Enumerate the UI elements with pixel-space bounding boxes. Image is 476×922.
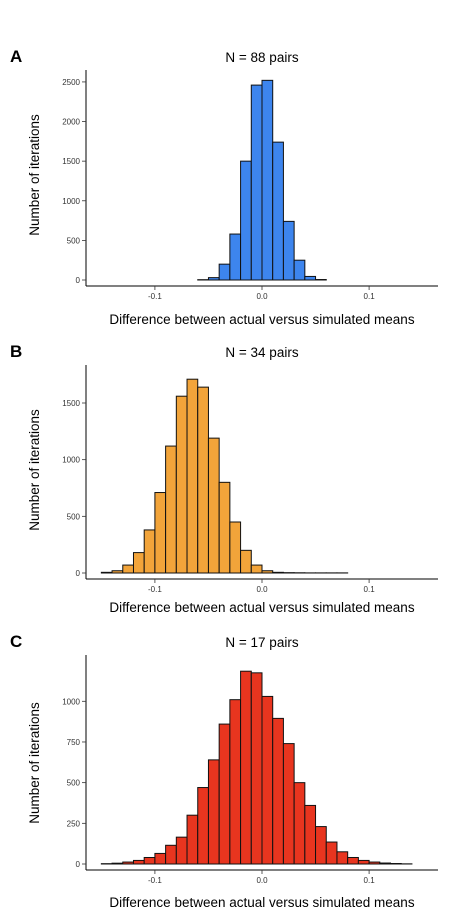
y-tick-label: 750	[67, 738, 81, 747]
histogram-bar	[315, 826, 327, 865]
x-tick-label: -0.1	[148, 876, 162, 885]
histogram-bar	[218, 723, 231, 865]
histogram-bar	[379, 862, 392, 865]
bars	[100, 670, 413, 865]
x-tick-label: -0.1	[148, 292, 162, 301]
x-tick-label: 0.1	[364, 876, 376, 885]
y-tick-label: 500	[67, 512, 81, 521]
y-tick-label: 2000	[62, 118, 80, 127]
y-tick-label: 1500	[62, 399, 80, 408]
histogram-bar	[132, 552, 145, 574]
histogram-bar	[186, 378, 199, 574]
histogram-bar	[154, 492, 167, 574]
histogram-bar	[111, 570, 124, 574]
histogram-bar	[293, 782, 306, 865]
histogram-bar	[165, 844, 177, 865]
y-axis-label: Number of iterations	[27, 409, 42, 531]
histogram-bar	[143, 529, 156, 574]
histogram-bar	[261, 570, 274, 574]
axes: 0 250 500 750 1000 -0.1 0.0 0.1	[62, 655, 438, 885]
histogram-bar	[250, 84, 263, 281]
histogram-bar	[229, 521, 242, 574]
chart-title: N = 34 pairs	[225, 345, 298, 360]
panel-letter: B	[10, 342, 22, 361]
histogram-bar	[229, 233, 242, 281]
histogram-bar	[272, 571, 284, 574]
histogram-bar	[368, 861, 381, 865]
histogram-bar	[272, 141, 284, 281]
histogram-panel-a: A N = 88 pairs Number of iterations Diff…	[10, 47, 438, 327]
y-tick-label: 500	[67, 779, 81, 788]
histogram-bar	[357, 859, 370, 865]
x-tick-label: 0.0	[256, 876, 268, 885]
y-tick-label: 1000	[62, 456, 80, 465]
y-tick-label: 2500	[62, 78, 80, 87]
histogram-bar	[111, 862, 124, 865]
histogram-bar	[207, 437, 220, 574]
histogram-bar	[218, 481, 231, 574]
histogram-bar	[261, 695, 274, 865]
histogram-bar	[250, 564, 263, 574]
histogram-bar	[347, 856, 359, 865]
histogram-bar	[282, 220, 295, 281]
histogram-bar	[250, 672, 263, 865]
histogram-bar	[175, 395, 188, 574]
histogram-bar	[336, 851, 349, 865]
bars	[100, 378, 349, 574]
histogram-bar	[293, 259, 306, 281]
histogram-bar	[218, 263, 231, 281]
histogram-bar	[132, 859, 145, 865]
axes: 0 500 1000 1500 -0.1 0.0 0.1	[62, 365, 438, 594]
y-tick-label: 1000	[62, 197, 80, 206]
chart-title: N = 88 pairs	[225, 50, 298, 65]
chart-title: N = 17 pairs	[225, 635, 298, 650]
axes: 0 500 1000 1500 2000 2500 -0.1 0.0 0.1	[62, 70, 438, 301]
x-axis-label: Difference between actual versus simulat…	[109, 895, 414, 910]
y-tick-label: 1000	[62, 697, 80, 706]
histogram-bar	[154, 852, 167, 865]
x-axis-label: Difference between actual versus simulat…	[109, 600, 414, 615]
histogram-bar	[282, 743, 295, 865]
histogram-bar	[186, 814, 199, 865]
histogram-bar	[272, 717, 284, 865]
y-tick-label: 500	[67, 236, 81, 245]
panel-letter: A	[10, 47, 22, 66]
panel-letter: C	[10, 632, 22, 651]
x-tick-label: 0.1	[364, 585, 376, 594]
histogram-bar	[207, 277, 220, 281]
histogram-bar	[122, 861, 134, 865]
x-tick-label: -0.1	[148, 585, 162, 594]
histogram-bar	[304, 275, 317, 281]
y-axis-label: Number of iterations	[27, 702, 42, 824]
y-tick-label: 1500	[62, 157, 80, 166]
y-tick-label: 0	[76, 276, 81, 285]
x-axis-label: Difference between actual versus simulat…	[109, 312, 414, 327]
histogram-bar	[261, 79, 274, 281]
bars	[197, 79, 327, 281]
histogram-bar	[240, 549, 252, 574]
histogram-bar	[122, 564, 134, 574]
histogram-bar	[100, 571, 113, 574]
histogram-bar	[304, 804, 317, 865]
histogram-bar	[240, 670, 252, 865]
histogram-panel-c: C N = 17 pairs Number of iterations Diff…	[10, 632, 438, 910]
histogram-bar	[240, 160, 252, 281]
x-tick-label: 0.1	[364, 292, 376, 301]
histogram-panel-b: B N = 34 pairs Number of iterations Diff…	[10, 342, 438, 615]
histogram-bar	[175, 836, 188, 865]
histogram-bar	[207, 759, 220, 865]
x-tick-label: 0.0	[256, 292, 268, 301]
histogram-bar	[143, 856, 156, 865]
y-tick-label: 250	[67, 819, 81, 828]
histogram-bar	[165, 445, 177, 574]
histogram-bar	[229, 699, 242, 865]
histogram-bar	[197, 386, 209, 574]
y-tick-label: 0	[76, 569, 81, 578]
y-axis-label: Number of iterations	[27, 114, 42, 236]
histogram-bar	[325, 841, 338, 865]
y-tick-label: 0	[76, 860, 81, 869]
histogram-bar	[197, 787, 209, 865]
x-tick-label: 0.0	[256, 585, 268, 594]
